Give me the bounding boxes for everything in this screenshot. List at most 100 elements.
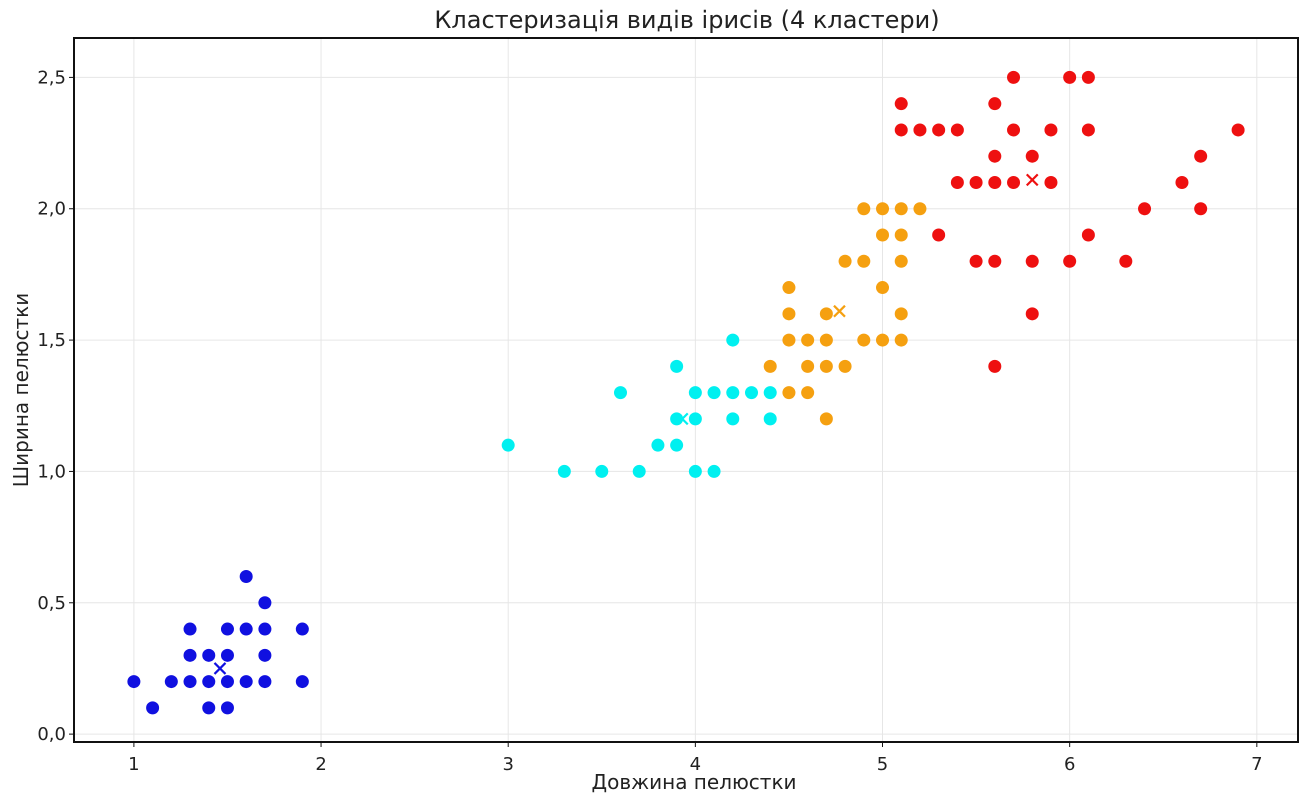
data-point (220, 701, 234, 715)
x-tick-label: 7 (1251, 754, 1262, 775)
data-point (670, 359, 684, 373)
y-axis-title: Ширина пелюстки (9, 293, 33, 488)
data-point (763, 386, 777, 400)
data-point (932, 123, 946, 137)
data-point (295, 622, 309, 636)
data-point (295, 675, 309, 689)
data-point (894, 333, 908, 347)
data-point (220, 622, 234, 636)
data-point (688, 412, 702, 426)
data-point (969, 175, 983, 189)
data-point (819, 412, 833, 426)
data-point (988, 254, 1002, 268)
data-point (913, 123, 927, 137)
data-point (950, 123, 964, 137)
plot-frame (73, 37, 1299, 743)
data-point (688, 464, 702, 478)
data-point (1025, 254, 1039, 268)
data-point (1194, 202, 1208, 216)
y-tick-label: 2,5 (37, 67, 66, 88)
data-point (801, 359, 815, 373)
data-point (988, 175, 1002, 189)
x-tick-label: 1 (128, 754, 139, 775)
centroid-marker (1025, 173, 1039, 187)
data-point (894, 254, 908, 268)
data-point (258, 675, 272, 689)
x-tick-label: 6 (1064, 754, 1075, 775)
data-point (258, 648, 272, 662)
y-tick-label: 2,0 (37, 199, 66, 220)
data-point (819, 333, 833, 347)
data-point (857, 333, 871, 347)
data-point (726, 333, 740, 347)
data-point (670, 438, 684, 452)
data-point (819, 307, 833, 321)
data-point (1025, 149, 1039, 163)
x-axis-title: Довжина пелюстки (591, 770, 796, 794)
centroid-stroke (1025, 173, 1039, 187)
data-point (801, 333, 815, 347)
data-point (876, 281, 890, 295)
data-point (1063, 70, 1077, 84)
data-point (782, 307, 796, 321)
data-point (202, 701, 216, 715)
data-point (688, 386, 702, 400)
data-point (1007, 70, 1021, 84)
data-point (1175, 175, 1189, 189)
data-point (988, 97, 1002, 111)
data-point (1007, 123, 1021, 137)
data-point (258, 596, 272, 610)
data-points (127, 70, 1245, 715)
data-point (146, 701, 160, 715)
data-point (1025, 307, 1039, 321)
data-point (707, 464, 721, 478)
data-point (988, 359, 1002, 373)
data-point (164, 675, 178, 689)
data-point (726, 386, 740, 400)
centroid-stroke (833, 304, 846, 318)
data-point (857, 202, 871, 216)
data-point (183, 648, 197, 662)
axis-ticks: 1 2 3 4 5 6 7 0,0 0,5 1,0 1,5 2,0 2,5 (37, 67, 1262, 775)
data-point (613, 386, 627, 400)
y-tick-label: 1,5 (37, 330, 66, 351)
data-point (707, 386, 721, 400)
data-point (894, 228, 908, 242)
data-point (894, 307, 908, 321)
data-point (857, 254, 871, 268)
data-point (894, 202, 908, 216)
cluster-centroids (213, 173, 1039, 675)
data-point (1138, 202, 1152, 216)
x-tick-label: 2 (315, 754, 326, 775)
data-point (595, 464, 609, 478)
data-point (876, 202, 890, 216)
data-point (763, 412, 777, 426)
data-point (127, 675, 141, 689)
data-point (745, 386, 759, 400)
data-point (1231, 123, 1245, 137)
data-point (183, 622, 197, 636)
data-point (913, 202, 927, 216)
data-point (876, 333, 890, 347)
data-point (220, 675, 234, 689)
data-point (782, 386, 796, 400)
data-point (1194, 149, 1208, 163)
data-point (876, 228, 890, 242)
data-point (1007, 175, 1021, 189)
y-tick-label: 0,0 (37, 724, 66, 745)
data-point (988, 149, 1002, 163)
data-point (838, 254, 852, 268)
data-point (838, 359, 852, 373)
data-point (969, 254, 983, 268)
data-point (557, 464, 571, 478)
data-point (202, 675, 216, 689)
data-point (782, 281, 796, 295)
data-point (1044, 123, 1058, 137)
data-point (819, 359, 833, 373)
data-point (632, 464, 646, 478)
data-point (239, 675, 253, 689)
centroid-stroke (675, 412, 689, 426)
data-point (501, 438, 515, 452)
x-tick-label: 4 (690, 754, 701, 775)
centroid-stroke (213, 662, 227, 675)
